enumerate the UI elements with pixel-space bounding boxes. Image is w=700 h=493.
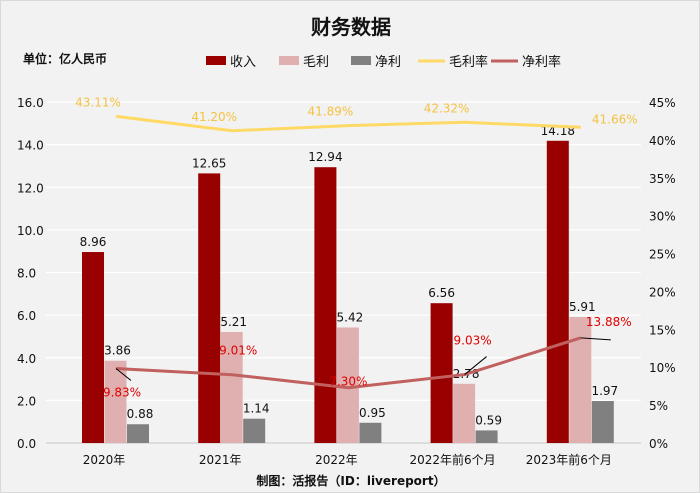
bar-净利 xyxy=(359,422,382,443)
bar-value-label: 5.42 xyxy=(337,310,364,324)
right-tick-label: 45% xyxy=(649,96,676,110)
line-value-label: 43.11% xyxy=(75,95,121,109)
bar-净利 xyxy=(127,424,149,443)
left-tick-label: 16.0 xyxy=(17,96,44,110)
bar-净利 xyxy=(475,430,498,443)
right-tick-label: 0% xyxy=(649,437,668,451)
legend-label-0: 收入 xyxy=(230,55,256,70)
line-value-label: 41.66% xyxy=(592,112,638,126)
chart-title: 财务数据 xyxy=(311,15,391,39)
left-tick-label: 14.0 xyxy=(17,139,44,153)
right-tick-label: 30% xyxy=(649,210,676,224)
source-label: 制图：活报告（ID：livereport） xyxy=(256,473,445,488)
right-tick-label: 35% xyxy=(649,172,676,186)
bar-value-label: 12.65 xyxy=(192,156,226,170)
line-value-label: 41.89% xyxy=(308,105,354,119)
x-tick-label: 2023年前6个月 xyxy=(526,452,612,467)
line-value-label: 41.20% xyxy=(191,110,237,124)
bar-value-label: 5.21 xyxy=(220,315,247,329)
line-value-label: 42.32% xyxy=(424,101,470,115)
bar-value-label: 3.86 xyxy=(104,344,131,358)
bar-收入 xyxy=(546,140,569,443)
x-tick-label: 2022年前6个月 xyxy=(410,452,496,467)
bar-毛利 xyxy=(453,383,476,443)
x-tick-label: 2020年 xyxy=(83,453,126,467)
x-tick-label: 2022年 xyxy=(315,453,358,467)
legend-label-4: 净利率 xyxy=(522,54,561,70)
bar-value-label: 0.88 xyxy=(127,407,154,421)
bar-value-label: 1.97 xyxy=(591,384,618,398)
bar-毛利 xyxy=(104,360,127,443)
bar-value-label: 0.95 xyxy=(359,406,386,420)
bar-value-label: 6.56 xyxy=(428,286,455,300)
bar-收入 xyxy=(314,167,337,443)
bar-value-label: 5.91 xyxy=(569,300,596,314)
bar-value-label: 8.96 xyxy=(80,235,107,249)
legend-label-3: 毛利率 xyxy=(449,54,488,70)
line-value-label: 9.83% xyxy=(103,386,141,400)
bar-value-label: 12.94 xyxy=(308,150,342,164)
line-value-label: 9.01% xyxy=(219,344,257,358)
bar-毛利 xyxy=(220,331,243,443)
right-tick-label: 15% xyxy=(649,323,676,337)
leader-line xyxy=(580,337,611,341)
legend-swatch-0 xyxy=(206,56,226,65)
unit-label: 单位：亿人民币 xyxy=(23,51,107,66)
bar-收入 xyxy=(82,252,104,443)
right-tick-label: 20% xyxy=(649,285,676,299)
bar-value-label: 0.59 xyxy=(475,413,502,427)
legend-swatch-1 xyxy=(279,56,299,65)
line-value-label: 7.30% xyxy=(329,375,367,389)
right-tick-label: 25% xyxy=(649,248,676,262)
bar-毛利 xyxy=(336,327,359,443)
line-value-label: 9.03% xyxy=(454,334,492,348)
leader-line xyxy=(464,356,487,375)
left-tick-label: 2.0 xyxy=(17,394,36,408)
legend-label-2: 净利 xyxy=(375,55,401,70)
bar-净利 xyxy=(591,401,614,443)
right-tick-label: 5% xyxy=(649,399,668,413)
left-tick-label: 6.0 xyxy=(17,309,36,323)
left-tick-label: 0.0 xyxy=(17,437,36,451)
left-tick-label: 10.0 xyxy=(17,224,44,238)
leader-line xyxy=(115,368,132,381)
legend-swatch-2 xyxy=(351,56,371,65)
line-value-label: 13.88% xyxy=(586,315,632,329)
line-毛利率 xyxy=(115,114,581,133)
bar-收入 xyxy=(198,173,221,443)
x-tick-label: 2021年 xyxy=(199,453,242,467)
left-tick-label: 12.0 xyxy=(17,181,44,195)
line-净利率 xyxy=(115,336,582,390)
bar-净利 xyxy=(243,418,266,443)
left-tick-label: 8.0 xyxy=(17,267,36,281)
right-tick-label: 40% xyxy=(649,134,676,148)
right-tick-label: 10% xyxy=(649,361,676,375)
bar-毛利 xyxy=(569,317,592,443)
legend-label-1: 毛利 xyxy=(303,55,329,70)
bar-value-label: 1.14 xyxy=(243,402,270,416)
left-tick-label: 4.0 xyxy=(17,352,36,366)
bar-收入 xyxy=(430,303,453,443)
